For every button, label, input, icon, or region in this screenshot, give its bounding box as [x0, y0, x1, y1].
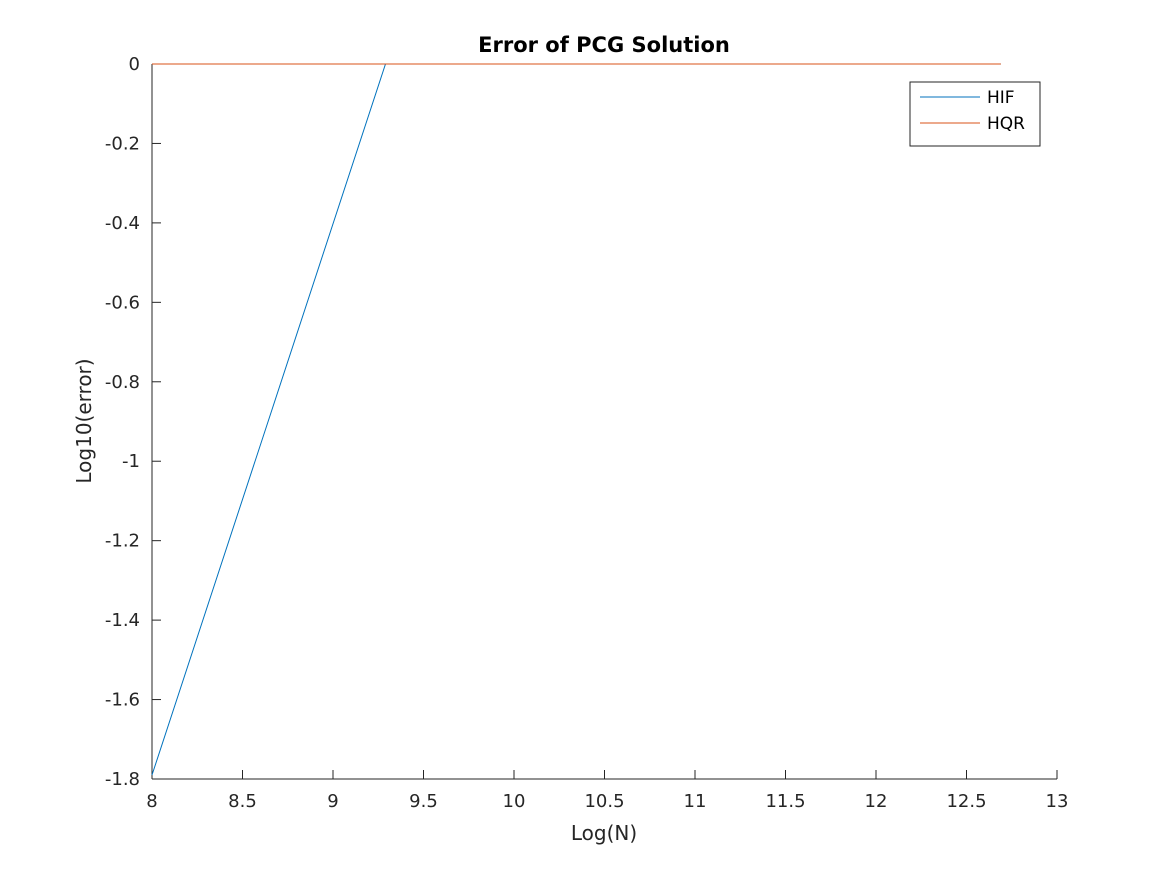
- x-tick-label: 12: [865, 791, 888, 812]
- y-tick-label: -0.4: [105, 213, 140, 234]
- x-tick-label: 10: [503, 791, 526, 812]
- y-tick-label: -1.6: [105, 690, 140, 711]
- y-tick-label: -0.8: [105, 372, 140, 393]
- y-tick-label: -1.2: [105, 531, 140, 552]
- y-tick-label: -0.6: [105, 292, 140, 313]
- legend-label-hqr: HQR: [987, 114, 1025, 134]
- x-tick-label: 11.5: [765, 791, 805, 812]
- x-tick-label: 8: [146, 791, 157, 812]
- y-tick-label: 0: [129, 54, 140, 75]
- axes: 8 8.5 9 9.5 10 10.5 11 11.5 12 12.5 13 0 -0.2 -0.4 -0.…: [105, 54, 1069, 812]
- y-tick-label: -1.8: [105, 769, 140, 790]
- x-tick-label: 9.5: [409, 791, 438, 812]
- x-tick-label: 9: [327, 791, 338, 812]
- x-tick-label: 8.5: [228, 791, 257, 812]
- plot-lines: [151, 63, 1001, 776]
- x-tick-label: 12.5: [946, 791, 986, 812]
- legend-box: [909, 81, 1041, 147]
- x-tick-label: 10.5: [584, 791, 624, 812]
- legend-label-hif: HIF: [987, 88, 1015, 108]
- chart-title: Error of PCG Solution: [478, 33, 730, 57]
- x-tick-label: 11: [684, 791, 707, 812]
- y-tick-label: -1: [122, 451, 140, 472]
- y-axis-label: Log10(error): [72, 358, 96, 483]
- x-tick-label: 13: [1046, 791, 1069, 812]
- legend: HIF HQR: [909, 81, 1041, 147]
- y-tick-label: -1.4: [105, 610, 140, 631]
- y-tick-label: -0.2: [105, 133, 140, 154]
- x-axis-label: Log(N): [571, 821, 637, 845]
